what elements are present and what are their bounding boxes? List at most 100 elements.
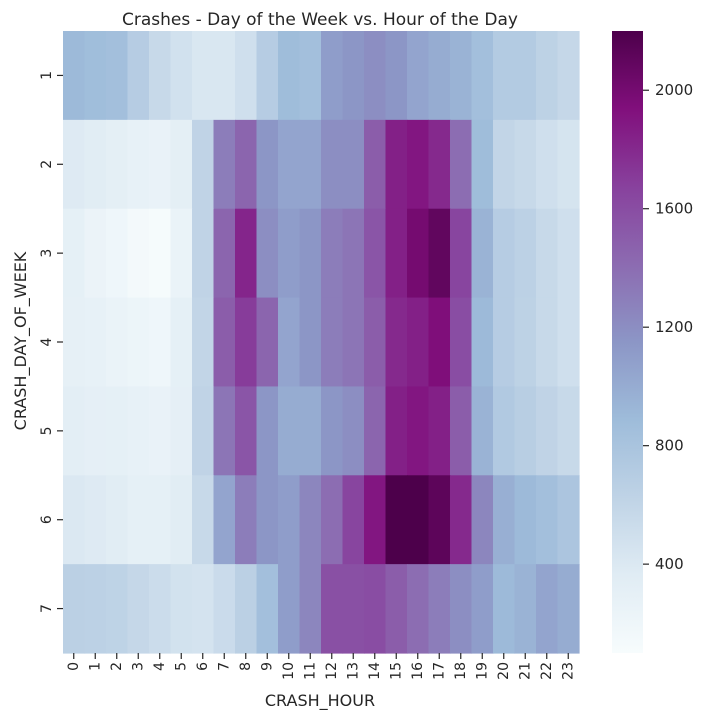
heatmap-cell-day6-hour13: [342, 475, 365, 565]
heatmap-cell-day6-hour14: [364, 475, 387, 565]
heatmap-cell-day6-hour5: [170, 475, 193, 565]
heatmap-cell-day2-hour9: [256, 119, 279, 210]
heatmap-cell-day1-hour19: [471, 31, 494, 121]
heatmap-cell-day4-hour9: [256, 297, 279, 388]
x-tick-label: 10: [281, 662, 297, 680]
heatmap-cell-day1-hour1: [84, 31, 107, 121]
heatmap-cell-day4-hour1: [84, 297, 107, 388]
colorbar-tick-label: 2000: [655, 81, 693, 99]
heatmap-cell-day2-hour17: [428, 119, 451, 210]
y-tick-label: 4: [39, 337, 55, 346]
heatmap-cell-day6-hour23: [557, 475, 580, 565]
heatmap-cell-day5-hour11: [299, 386, 322, 476]
chart-title: Crashes - Day of the Week vs. Hour of th…: [122, 10, 518, 30]
x-tick-label: 17: [431, 662, 447, 680]
heatmap-cell-day7-hour18: [450, 564, 473, 654]
heatmap-cell-day3-hour6: [192, 208, 215, 299]
heatmap-cell-day6-hour22: [536, 475, 559, 565]
heatmap-cell-day6-hour15: [385, 475, 408, 565]
heatmap-cell-day1-hour6: [192, 31, 215, 121]
heatmap-cell-day5-hour18: [450, 386, 473, 476]
heatmap-cell-day6-hour11: [299, 475, 322, 565]
heatmap-cell-day7-hour19: [471, 564, 494, 654]
heatmap-cell-day5-hour4: [149, 386, 172, 476]
heatmap-cell-day1-hour2: [106, 31, 129, 121]
x-tick-label: 5: [173, 662, 189, 671]
heatmap-cell-day6-hour20: [493, 475, 516, 565]
heatmap-cell-day7-hour4: [149, 564, 172, 654]
heatmap-cell-day6-hour3: [127, 475, 150, 565]
heatmap-cell-day7-hour8: [235, 564, 258, 654]
heatmap-cell-day4-hour16: [407, 297, 430, 388]
heatmap-cell-day2-hour10: [278, 119, 301, 210]
x-tick-label: 21: [517, 662, 533, 680]
heatmap-cell-day2-hour13: [342, 119, 365, 210]
heatmap-cell-day5-hour3: [127, 386, 150, 476]
heatmap-cell-day4-hour21: [514, 297, 537, 388]
heatmap-cell-day3-hour11: [299, 208, 322, 299]
heatmap-cell-day7-hour6: [192, 564, 215, 654]
heatmap-cell-day6-hour19: [471, 475, 494, 565]
heatmap-cell-day3-hour1: [84, 208, 107, 299]
heatmap-cell-day3-hour2: [106, 208, 129, 299]
x-tick-label: 13: [345, 662, 361, 680]
y-tick-label: 1: [39, 71, 55, 80]
heatmap-cell-day5-hour17: [428, 386, 451, 476]
heatmap-cell-day4-hour22: [536, 297, 559, 388]
colorbar-tick-label: 400: [655, 555, 684, 573]
heatmap-cell-day4-hour10: [278, 297, 301, 388]
heatmap-cell-day7-hour11: [299, 564, 322, 654]
heatmap-cell-day2-hour21: [514, 119, 537, 210]
heatmap-cell-day5-hour13: [342, 386, 365, 476]
heatmap-cell-day3-hour22: [536, 208, 559, 299]
colorbar-tick-label: 1600: [655, 200, 693, 218]
heatmap-cell-day5-hour14: [364, 386, 387, 476]
heatmap-cell-day6-hour7: [213, 475, 236, 565]
heatmap-cell-day3-hour16: [407, 208, 430, 299]
heatmap-cell-day2-hour19: [471, 119, 494, 210]
heatmap-cell-day1-hour0: [63, 31, 86, 121]
heatmap-cell-day6-hour9: [256, 475, 279, 565]
heatmap-cell-day3-hour10: [278, 208, 301, 299]
heatmap-cell-day4-hour4: [149, 297, 172, 388]
heatmap-cell-day7-hour10: [278, 564, 301, 654]
y-tick-label: 7: [39, 604, 55, 613]
heatmap-cell-day7-hour3: [127, 564, 150, 654]
heatmap-cell-day3-hour9: [256, 208, 279, 299]
heatmap-cell-day4-hour23: [557, 297, 580, 388]
heatmap-cell-day4-hour11: [299, 297, 322, 388]
heatmap-cell-day4-hour8: [235, 297, 258, 388]
heatmap-cell-day6-hour8: [235, 475, 258, 565]
heatmap-cell-day3-hour4: [149, 208, 172, 299]
heatmap-cell-day7-hour22: [536, 564, 559, 654]
y-tick-label: 6: [39, 515, 55, 524]
heatmap-cell-day6-hour21: [514, 475, 537, 565]
heatmap-cell-day4-hour20: [493, 297, 516, 388]
x-tick-label: 15: [388, 662, 404, 680]
heatmap-cell-day6-hour6: [192, 475, 215, 565]
colorbar-tick-label: 1200: [655, 318, 693, 336]
heatmap-cell-day6-hour4: [149, 475, 172, 565]
heatmap-cell-day1-hour21: [514, 31, 537, 121]
x-tick-label: 1: [87, 662, 103, 671]
heatmap-cell-day1-hour17: [428, 31, 451, 121]
heatmap-cell-day1-hour13: [342, 31, 365, 121]
heatmap-cell-day4-hour18: [450, 297, 473, 388]
heatmap-cell-day1-hour8: [235, 31, 258, 121]
heatmap-cell-day3-hour19: [471, 208, 494, 299]
heatmap-cell-day5-hour0: [63, 386, 86, 476]
x-tick-label: 14: [367, 662, 383, 680]
x-axis-ticks: 0 1 2 3 4 5 6 7 8 9 10 11 12 13 14 15 16 17 18 19 20 21 22 23: [66, 653, 576, 680]
heatmap-cell-day2-hour3: [127, 119, 150, 210]
heatmap-cell-day3-hour15: [385, 208, 408, 299]
heatmap-cell-day1-hour3: [127, 31, 150, 121]
heatmap-cell-day2-hour16: [407, 119, 430, 210]
heatmap-cell-day7-hour9: [256, 564, 279, 654]
heatmap-cell-day5-hour5: [170, 386, 193, 476]
heatmap-cell-day4-hour0: [63, 297, 86, 388]
heatmap-cell-day1-hour4: [149, 31, 172, 121]
y-tick-label: 5: [39, 426, 55, 435]
heatmap-cell-day2-hour18: [450, 119, 473, 210]
x-tick-label: 7: [216, 662, 232, 671]
